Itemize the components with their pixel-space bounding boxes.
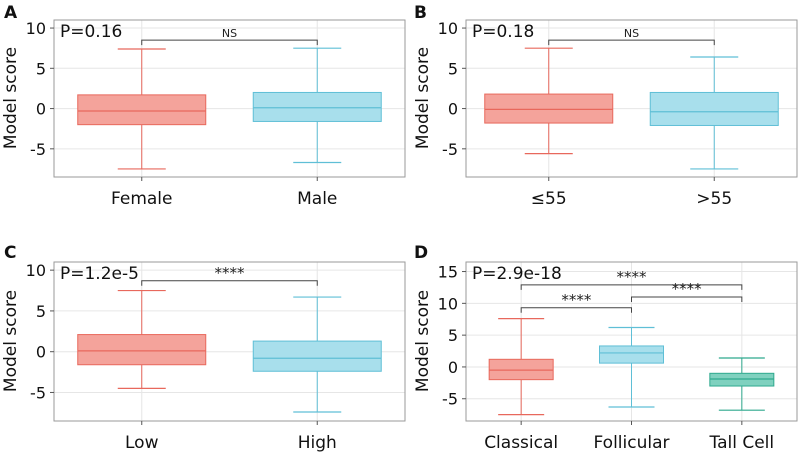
box--55 <box>649 56 779 170</box>
y-tick-label: -5 <box>30 140 46 159</box>
x-category-label: Classical <box>484 433 558 453</box>
significance-bracket: **** <box>141 264 318 286</box>
y-axis-label: Model score <box>413 47 433 149</box>
y-tick-label: 0 <box>448 100 458 119</box>
significance-label: NS <box>222 27 237 40</box>
y-tick-label: 5 <box>448 326 458 345</box>
iqr-box <box>488 358 554 381</box>
significance-label: **** <box>561 291 592 309</box>
significance-label: **** <box>617 268 648 286</box>
y-tick-label: -5 <box>30 383 46 402</box>
plot-frame <box>465 19 798 178</box>
x-category-label: Male <box>297 189 337 209</box>
significance-label: NS <box>624 27 639 40</box>
significance-bracket: NS <box>141 27 318 46</box>
y-tick-label: 10 <box>26 19 46 38</box>
iqr-box <box>77 94 207 126</box>
y-tick-label: 10 <box>438 294 458 313</box>
box-low <box>77 289 207 389</box>
panel-letter: B <box>414 3 427 23</box>
y-axis-label: Model score <box>1 290 21 392</box>
panel-c: C -5 0 5 10 Model score Low High **** P=1.2e-5 <box>1 243 406 453</box>
panel-d: D -5 0 5 10 15 Model score Classical Follicular T… <box>413 243 798 453</box>
box-classical <box>488 318 554 416</box>
x-category-label: Female <box>111 189 172 209</box>
y-tick-label: 0 <box>448 358 458 377</box>
bracket-line <box>141 280 318 286</box>
y-tick-label: 5 <box>36 59 46 78</box>
significance-label: **** <box>215 264 246 282</box>
x-category-label: >55 <box>696 189 732 209</box>
y-tick-label: 0 <box>36 100 46 119</box>
y-axis-label: Model score <box>413 290 433 392</box>
y-tick-label: 15 <box>438 263 458 282</box>
box-female <box>77 48 207 170</box>
panel-b: B -5 0 5 10 Model score ≤55 >55 NS P=0.18 <box>413 3 798 209</box>
significance-label: **** <box>672 280 703 298</box>
y-tick-label: 5 <box>36 302 46 321</box>
plot-frame <box>53 261 406 422</box>
y-tick-label: -5 <box>442 390 458 409</box>
iqr-box <box>252 91 382 122</box>
panel-letter: C <box>4 243 16 263</box>
x-category-label: ≤55 <box>531 189 567 209</box>
significance-bracket: **** <box>520 268 743 290</box>
panel-letter: A <box>4 3 18 23</box>
x-category-label: Low <box>125 433 159 453</box>
y-tick-label: 5 <box>448 59 458 78</box>
iqr-box <box>599 345 664 364</box>
plot-frame <box>53 19 406 178</box>
bracket-line <box>520 307 632 313</box>
bracket-line <box>141 39 318 46</box>
panel-letter: D <box>414 243 428 263</box>
y-tick-label: 10 <box>438 19 458 38</box>
bracket-line <box>520 284 743 290</box>
x-category-label: High <box>298 433 337 453</box>
box-male <box>252 47 382 164</box>
significance-bracket: **** <box>631 280 743 302</box>
y-axis-label: Model score <box>1 47 21 149</box>
iqr-box <box>709 372 775 387</box>
box-tall-cell <box>709 357 775 411</box>
p-value-label: P=0.16 <box>60 22 122 42</box>
box--55 <box>484 47 614 155</box>
bracket-line <box>631 296 743 302</box>
iqr-box <box>252 340 382 372</box>
significance-bracket: **** <box>520 291 632 313</box>
y-tick-label: 10 <box>26 261 46 280</box>
p-value-label: P=2.9e-18 <box>472 264 562 284</box>
panel-a: A -5 0 5 10 Model score Female Male NS P=0.16 <box>1 3 406 209</box>
significance-bracket: NS <box>548 27 715 46</box>
box-follicular <box>599 326 664 408</box>
bracket-line <box>548 39 715 46</box>
box-high <box>252 296 382 413</box>
y-tick-label: 0 <box>36 343 46 362</box>
p-value-label: P=0.18 <box>472 22 534 42</box>
p-value-label: P=1.2e-5 <box>60 264 139 284</box>
iqr-box <box>484 93 614 124</box>
y-tick-label: -5 <box>442 140 458 159</box>
iqr-box <box>77 334 207 366</box>
x-category-label: Follicular <box>594 433 670 453</box>
iqr-box <box>649 91 779 126</box>
x-category-label: Tall Cell <box>709 433 775 453</box>
